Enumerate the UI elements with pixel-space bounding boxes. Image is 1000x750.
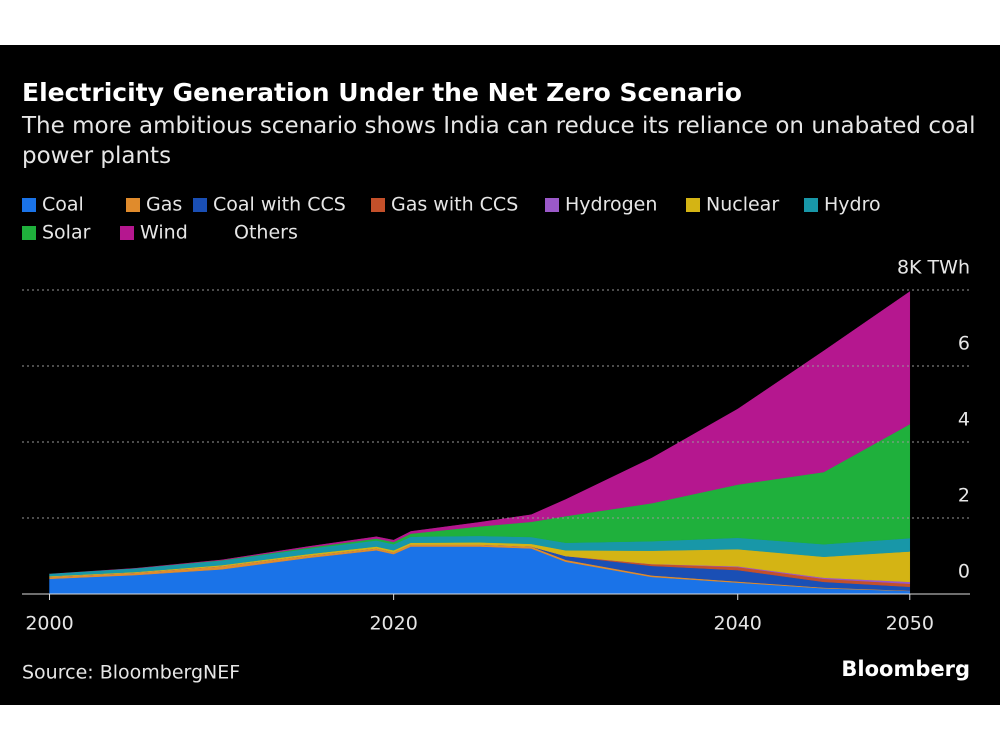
- y-tick-label: 2: [958, 485, 970, 507]
- brand-logo: Bloomberg: [841, 657, 970, 681]
- x-tick-label: 2000: [25, 613, 73, 635]
- legend-swatch: [214, 226, 228, 240]
- x-tick-label: 2040: [714, 613, 762, 635]
- legend-label: Gas with CCS: [391, 194, 518, 216]
- source: Source: BloombergNEF: [22, 662, 240, 684]
- x-tick-label: 2020: [369, 613, 417, 635]
- y-tick-label: 4: [958, 409, 970, 431]
- legend-swatch: [126, 198, 140, 212]
- y-tick-label: 0: [958, 561, 970, 583]
- y-tick-label: 6: [958, 333, 970, 355]
- legend-swatch: [545, 198, 559, 212]
- legend-label: Hydro: [824, 194, 881, 216]
- legend-label: Gas: [146, 194, 182, 216]
- legend-swatch: [686, 198, 700, 212]
- legend-label: Coal with CCS: [213, 194, 346, 216]
- legend-swatch: [371, 198, 385, 212]
- legend-label: Others: [234, 222, 298, 244]
- legend-swatch: [120, 226, 134, 240]
- y-tick-label: 8K TWh: [897, 257, 970, 279]
- legend-swatch: [193, 198, 207, 212]
- x-tick-label: 2050: [886, 613, 934, 635]
- chart-subtitle: The more ambitious scenario shows India …: [22, 113, 976, 169]
- legend-label: Wind: [140, 222, 188, 244]
- legend-label: Nuclear: [706, 194, 779, 216]
- chart-title: Electricity Generation Under the Net Zer…: [22, 78, 742, 107]
- legend-swatch: [22, 198, 36, 212]
- legend-swatch: [22, 226, 36, 240]
- area: [49, 289, 911, 574]
- legend-label: Solar: [42, 222, 91, 244]
- legend-swatch: [804, 198, 818, 212]
- legend-label: Hydrogen: [565, 194, 657, 216]
- legend-label: Coal: [42, 194, 84, 216]
